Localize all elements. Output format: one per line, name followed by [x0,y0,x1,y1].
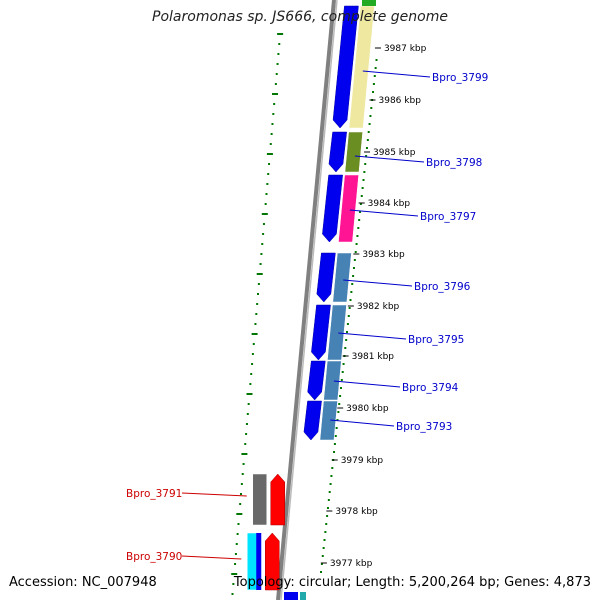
cog-bar-stripe [256,533,262,590]
tick-label: 3977 kbp [330,559,373,569]
gene-label[interactable]: Bpro_3797 [420,211,476,223]
tick-label: 3987 kbp [384,44,427,54]
cog-bar [332,252,352,303]
tick-label: 3983 kbp [362,250,405,260]
gene-arrow[interactable] [328,131,347,173]
gene-Bpro_3791[interactable]: Bpro_3791 [126,473,286,526]
backbone-circle [276,0,336,600]
leader-line [362,70,431,78]
gene-label[interactable]: Bpro_3791 [126,488,182,500]
gene-label[interactable]: Bpro_3790 [126,551,182,563]
leader-line [343,279,413,287]
accession-label: Accession: NC_007948 [9,575,157,590]
reverse-genes: Bpro_3791 Bpro_3790 [126,473,286,591]
backbone-shade [280,0,338,600]
gene-arrow[interactable] [270,473,286,526]
gene-arrow[interactable] [311,304,331,361]
leader-line [354,155,425,163]
gene-label[interactable]: Bpro_3793 [396,421,452,433]
cog-bar [252,473,268,526]
gene-arrow[interactable] [316,252,336,303]
outer-dot-track [231,33,284,595]
gene-arrow-partial [284,592,298,600]
map-title: Polaromonas sp. JS666, complete genome [152,9,448,25]
cog-bar [344,131,363,173]
gene-arrow-partial [362,0,376,6]
gene-Bpro_3795[interactable]: Bpro_3795 [311,304,464,361]
gene-arrow[interactable] [322,174,343,243]
gene-Bpro_3790[interactable]: Bpro_3790 [126,532,280,591]
gene-arrow[interactable] [265,532,280,591]
tick-label: 3978 kbp [335,507,378,517]
gene-label[interactable]: Bpro_3798 [426,157,482,169]
gene-arrow[interactable] [307,360,326,401]
forward-genes: Bpro_3799 Bpro_3798 Bpro_3797 Bpro_3796 Bpro… [284,0,488,600]
tick-label: 3985 kbp [373,148,416,158]
gene-Bpro_3797[interactable]: Bpro_3797 [322,174,476,243]
tick-label: 3981 kbp [352,352,395,362]
leader-line [338,332,407,340]
tick-label: 3982 kbp [357,302,400,312]
gene-label[interactable]: Bpro_3796 [414,281,471,293]
cog-bar [323,360,342,401]
scale-ticks: 3987 kbp 3986 kbp 3985 kbp 3984 kbp 3983 kbp… [320,44,427,569]
cog-bar-partial [300,592,306,600]
leader-line [181,492,247,497]
tick-label: 3979 kbp [341,456,384,466]
leader-line [333,380,401,388]
leader-line [181,555,242,560]
leader-line [349,209,419,217]
cog-bar [338,174,359,243]
gene-Bpro_3798[interactable]: Bpro_3798 [328,131,482,173]
cog-bar [327,304,347,361]
gene-label[interactable]: Bpro_3799 [432,72,488,84]
gene-label[interactable]: Bpro_3795 [408,334,464,346]
inner-dot-track [320,59,378,573]
genome-summary: Topology: circular; Length: 5,200,264 bp… [233,575,591,590]
tick-label: 3980 kbp [346,404,389,414]
leader-line [330,419,395,427]
gene-arrow[interactable] [303,400,322,441]
gene-arrow[interactable] [332,5,359,129]
cog-bar [319,400,338,441]
gene-Bpro_3796[interactable]: Bpro_3796 [316,252,471,303]
gene-label[interactable]: Bpro_3794 [402,382,459,394]
gene-Bpro_3793[interactable]: Bpro_3793 [303,400,452,441]
tick-label: 3984 kbp [368,199,411,209]
gene-Bpro_3794[interactable]: Bpro_3794 [307,360,459,401]
tick-label: 3986 kbp [379,96,422,106]
